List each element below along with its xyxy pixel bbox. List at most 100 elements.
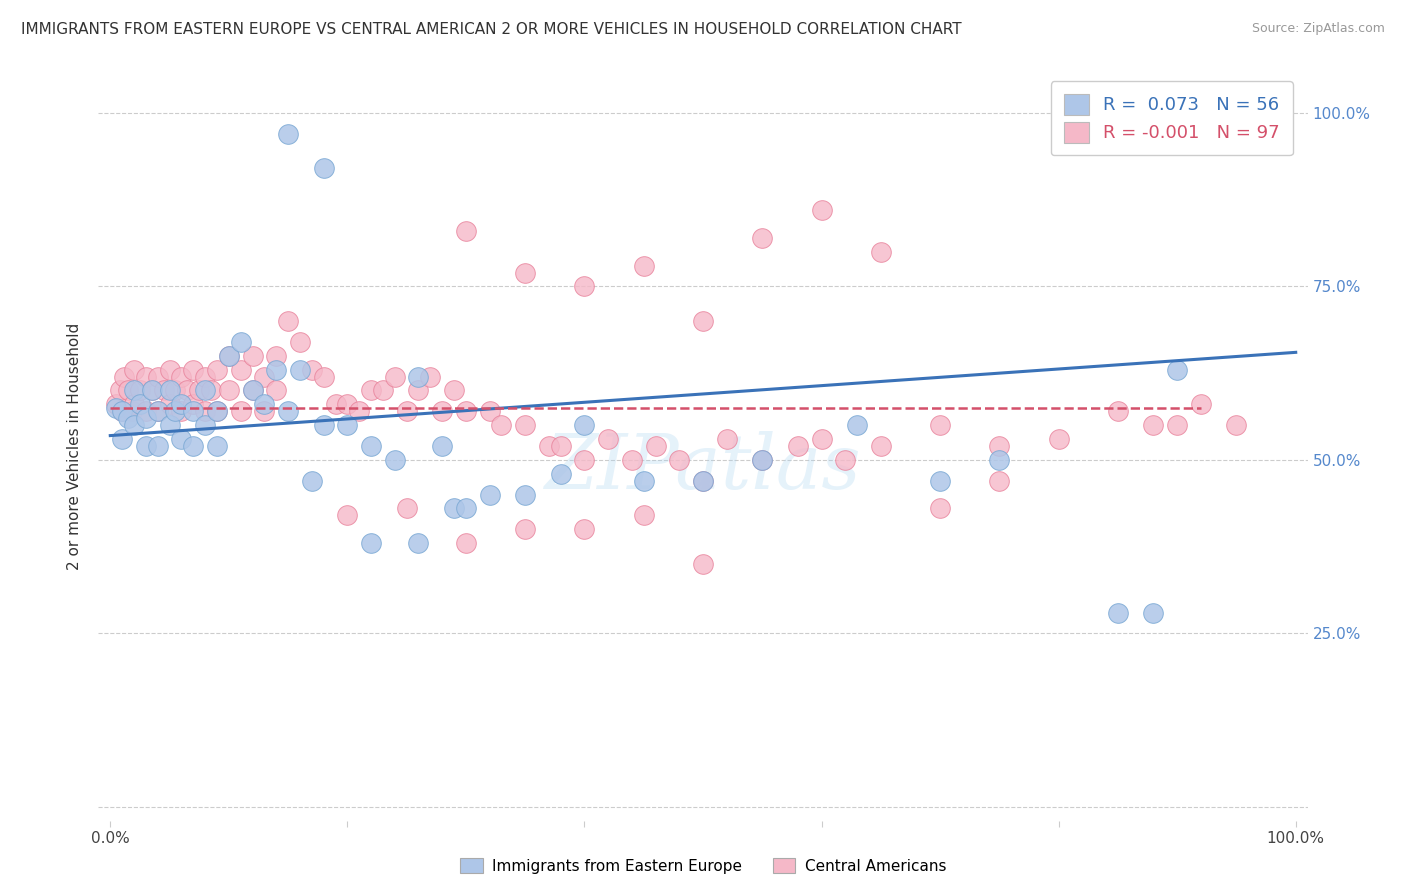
Point: [253, 369, 276, 384]
Point: [264, 349, 287, 363]
Point: [152, 384, 174, 398]
Point: [312, 418, 335, 433]
Point: [620, 453, 643, 467]
Point: [347, 404, 370, 418]
Point: [550, 439, 572, 453]
Point: [159, 397, 181, 411]
Point: [205, 439, 228, 453]
Point: [633, 474, 655, 488]
Point: [491, 418, 513, 433]
Point: [242, 384, 264, 398]
Point: [121, 404, 143, 418]
Point: [408, 369, 430, 384]
Point: [1142, 606, 1164, 620]
Point: [929, 474, 952, 488]
Point: [170, 404, 193, 418]
Point: [111, 404, 134, 418]
Point: [135, 404, 157, 418]
Point: [336, 508, 359, 523]
Point: [312, 369, 335, 384]
Point: [598, 432, 620, 446]
Point: [253, 397, 276, 411]
Point: [141, 384, 163, 398]
Point: [264, 384, 287, 398]
Point: [360, 439, 382, 453]
Point: [371, 384, 394, 398]
Point: [301, 362, 323, 376]
Point: [515, 418, 537, 433]
Point: [692, 557, 714, 571]
Point: [408, 536, 430, 550]
Point: [395, 404, 418, 418]
Point: [194, 418, 217, 433]
Point: [929, 418, 952, 433]
Point: [515, 487, 537, 501]
Point: [644, 439, 666, 453]
Point: [141, 384, 163, 398]
Point: [146, 404, 169, 418]
Point: [454, 404, 477, 418]
Point: [988, 474, 1011, 488]
Legend: R =  0.073   N = 56, R = -0.001   N = 97: R = 0.073 N = 56, R = -0.001 N = 97: [1050, 81, 1292, 155]
Point: [692, 314, 714, 328]
Point: [1225, 418, 1247, 433]
Point: [176, 384, 198, 398]
Point: [105, 401, 128, 415]
Point: [550, 467, 572, 481]
Point: [146, 369, 169, 384]
Point: [242, 349, 264, 363]
Point: [336, 418, 359, 433]
Point: [325, 397, 347, 411]
Point: [988, 439, 1011, 453]
Point: [716, 432, 738, 446]
Point: [574, 522, 596, 536]
Point: [988, 453, 1011, 467]
Point: [869, 439, 891, 453]
Point: [117, 384, 139, 398]
Point: [129, 397, 152, 411]
Point: [264, 362, 287, 376]
Point: [117, 411, 139, 425]
Point: [515, 266, 537, 280]
Point: [170, 397, 193, 411]
Point: [478, 404, 501, 418]
Point: [194, 384, 217, 398]
Point: [122, 418, 145, 433]
Point: [170, 432, 193, 446]
Point: [181, 439, 204, 453]
Point: [105, 397, 128, 411]
Point: [122, 362, 145, 376]
Point: [205, 404, 228, 418]
Point: [229, 362, 252, 376]
Point: [288, 362, 311, 376]
Point: [159, 384, 181, 398]
Point: [253, 404, 276, 418]
Point: [165, 404, 187, 418]
Point: [432, 404, 454, 418]
Point: [846, 418, 869, 433]
Point: [432, 439, 454, 453]
Point: [229, 404, 252, 418]
Point: [786, 439, 808, 453]
Legend: Immigrants from Eastern Europe, Central Americans: Immigrants from Eastern Europe, Central …: [454, 852, 952, 880]
Point: [751, 453, 773, 467]
Point: [633, 508, 655, 523]
Text: IMMIGRANTS FROM EASTERN EUROPE VS CENTRAL AMERICAN 2 OR MORE VEHICLES IN HOUSEHO: IMMIGRANTS FROM EASTERN EUROPE VS CENTRA…: [21, 22, 962, 37]
Point: [200, 384, 222, 398]
Point: [111, 432, 134, 446]
Point: [929, 501, 952, 516]
Point: [478, 487, 501, 501]
Point: [181, 362, 204, 376]
Point: [537, 439, 560, 453]
Point: [181, 404, 204, 418]
Point: [205, 404, 228, 418]
Point: [181, 397, 204, 411]
Point: [443, 384, 465, 398]
Point: [395, 501, 418, 516]
Point: [218, 349, 240, 363]
Point: [159, 418, 181, 433]
Point: [229, 334, 252, 349]
Point: [454, 501, 477, 516]
Point: [129, 384, 152, 398]
Point: [159, 362, 181, 376]
